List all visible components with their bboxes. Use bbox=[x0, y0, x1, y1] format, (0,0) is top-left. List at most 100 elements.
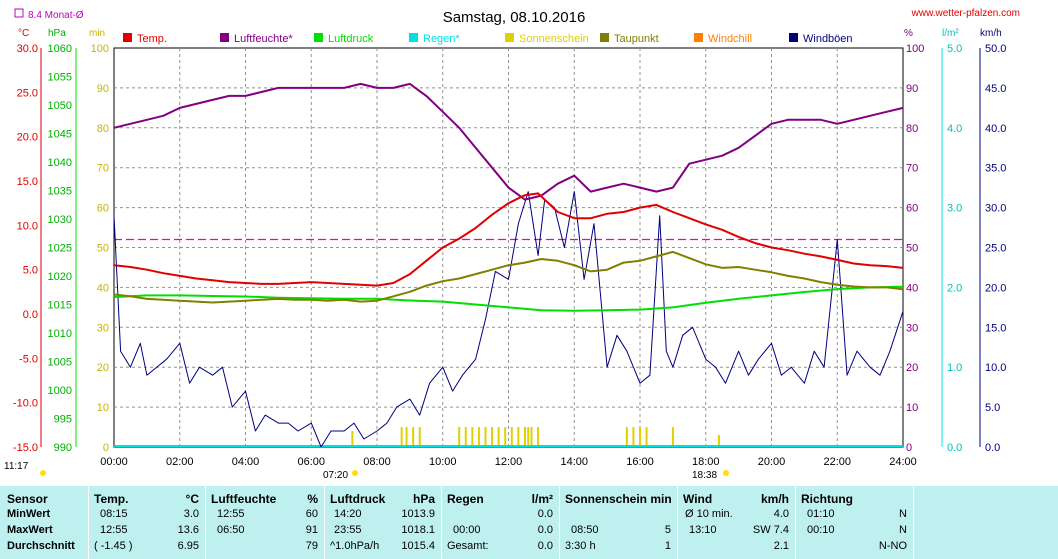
sun-total-duration: 3:30 h bbox=[565, 540, 596, 552]
legend-label: Luftdruck bbox=[328, 33, 374, 45]
temp-axis-tick: 0.0 bbox=[23, 309, 38, 321]
legend-swatch bbox=[505, 33, 514, 42]
sunrise-icon bbox=[352, 470, 358, 476]
temp-axis-tick: -15.0 bbox=[13, 442, 38, 454]
rain-max-time: 00:00 bbox=[453, 524, 481, 536]
header-direction: Richtung bbox=[801, 492, 853, 506]
col-sunshine: Sonnenschein min 08:50 5 3:30 h 1 bbox=[559, 486, 678, 559]
legend-swatch bbox=[600, 33, 609, 42]
rain-axis-tick: 1.0 bbox=[947, 362, 962, 374]
sun-axis-tick: 100 bbox=[91, 43, 109, 55]
header-rain: Regen bbox=[447, 492, 484, 506]
temp-axis-tick: 15.0 bbox=[17, 176, 38, 188]
month-avg-legend-marker bbox=[14, 8, 24, 18]
time-axis-tick: 06:00 bbox=[297, 456, 325, 468]
sunshine-bar bbox=[477, 427, 480, 447]
sunshine-bar bbox=[484, 427, 487, 447]
pressure-axis-tick: 1000 bbox=[48, 385, 72, 397]
sun-axis-tick: 30 bbox=[97, 322, 109, 334]
wind-axis-tick: 10.0 bbox=[985, 362, 1006, 374]
header-sunshine: Sonnenschein min bbox=[565, 492, 672, 506]
legend-swatch bbox=[123, 33, 132, 42]
temp-axis-tick: 5.0 bbox=[23, 265, 38, 277]
humidity-axis-tick: 100 bbox=[906, 43, 924, 55]
legend-label: Sonnenschein bbox=[519, 33, 589, 45]
rain-axis-tick: 5.0 bbox=[947, 43, 962, 55]
temp-axis-tick: -10.0 bbox=[13, 398, 38, 410]
pressure-axis-tick: 1015 bbox=[48, 300, 72, 312]
temp-avg-value: 6.95 bbox=[177, 540, 199, 552]
sunshine-bar bbox=[645, 427, 648, 447]
axes: 30.0 25.0 20.0 15.0 10.0 5.0 0.0 -5.0 -10.0 -15.0… bbox=[13, 28, 1007, 468]
header-pressure: Luftdruck bbox=[330, 492, 386, 506]
time-axis-tick: 12:00 bbox=[495, 456, 523, 468]
sun-axis-tick: 80 bbox=[97, 123, 109, 135]
humidity-axis-tick: 0 bbox=[906, 442, 912, 454]
sunshine-bar bbox=[523, 427, 526, 447]
sunset-time: 18:38 bbox=[692, 470, 717, 481]
press-max-value: 1018.1 bbox=[401, 524, 435, 536]
series-wind-gusts bbox=[113, 191, 904, 448]
humidity-axis-tick: 10 bbox=[906, 402, 918, 414]
pressure-axis-tick: 1055 bbox=[48, 72, 72, 84]
hum-min-time: 12:55 bbox=[217, 508, 245, 520]
header-sensor: Sensor bbox=[7, 492, 48, 506]
dir-max-time: 00:10 bbox=[807, 524, 835, 536]
sunshine-bar bbox=[527, 427, 530, 447]
temp-unit-label: °C bbox=[18, 28, 29, 39]
sun-axis-tick: 70 bbox=[97, 163, 109, 175]
sunshine-bar bbox=[717, 435, 720, 447]
temp-windchill-avg: ( -1.45 ) bbox=[94, 540, 133, 552]
time-axis-tick: 00:00 bbox=[100, 456, 128, 468]
temp-axis-tick: 25.0 bbox=[17, 87, 38, 99]
wind-avg10-value: 4.0 bbox=[773, 508, 789, 520]
series-lines bbox=[113, 82, 904, 448]
chart-title: Samstag, 08.10.2016 bbox=[443, 9, 586, 26]
pressure-axis-tick: 1025 bbox=[48, 243, 72, 255]
series-pressure bbox=[113, 285, 904, 312]
wind-axis-tick: 30.0 bbox=[985, 203, 1006, 215]
sun-axis-tick: 40 bbox=[97, 282, 109, 294]
pressure-axis-tick: 1010 bbox=[48, 328, 72, 340]
sun-max-time: 08:50 bbox=[571, 524, 599, 536]
pressure-axis-tick: 1030 bbox=[48, 214, 72, 226]
col-rain: Regen l/m² 0.0 00:00 0.0 Gesamt: 0.0 bbox=[441, 486, 560, 559]
temp-max-value: 13.6 bbox=[177, 524, 199, 536]
series-temperature bbox=[113, 192, 904, 287]
sunrise-time: 07:20 bbox=[323, 470, 348, 481]
humidity-axis-tick: 80 bbox=[906, 123, 918, 135]
sunshine-bar bbox=[418, 427, 421, 447]
temp-axis-tick: 20.0 bbox=[17, 132, 38, 144]
sunshine-bar bbox=[632, 427, 635, 447]
wind-axis-tick: 45.0 bbox=[985, 83, 1006, 95]
dir-dominant: N-NO bbox=[878, 540, 907, 552]
pressure-axis-tick: 1020 bbox=[48, 271, 72, 283]
humidity-unit-label: % bbox=[904, 28, 913, 39]
summary-table: Sensor MinWert MaxWert Durchschnitt Temp… bbox=[0, 486, 1058, 559]
sunshine-bar bbox=[517, 427, 520, 447]
humidity-axis-tick: 90 bbox=[906, 83, 918, 95]
sun-max-value: 5 bbox=[664, 524, 671, 536]
sunshine-bar bbox=[464, 427, 467, 447]
dir-min-value: N bbox=[899, 508, 907, 520]
sunshine-bars bbox=[351, 427, 720, 447]
pressure-axis-tick: 1035 bbox=[48, 186, 72, 198]
sun-icon bbox=[40, 470, 46, 476]
header-wind-unit: km/h bbox=[760, 492, 789, 506]
header-temp-unit: °C bbox=[185, 492, 199, 506]
wind-axis-tick: 5.0 bbox=[985, 402, 1000, 414]
sun-axis-tick: 50 bbox=[97, 243, 109, 255]
month-avg-label: 8.4 Monat-Ø bbox=[28, 10, 84, 21]
col-wind: Wind km/h Ø 10 min. 4.0 13:10 SW 7.4 2.1 bbox=[677, 486, 796, 559]
wind-avg-label: Ø 10 min. bbox=[685, 508, 733, 520]
sunshine-bar bbox=[400, 427, 403, 447]
col-direction: Richtung 01:10 N 00:10 N N-NO bbox=[795, 486, 914, 559]
col-temp: Temp. °C 08:15 3.0 12:55 13.6 ( -1.45 ) … bbox=[88, 486, 206, 559]
row-label-min: MinWert bbox=[7, 508, 51, 520]
series-humidity bbox=[113, 82, 904, 201]
humidity-axis-tick: 50 bbox=[906, 243, 918, 255]
pressure-axis-tick: 1005 bbox=[48, 357, 72, 369]
website-label: www.wetter-pfalzen.com bbox=[911, 8, 1020, 19]
sun-axis-tick: 10 bbox=[97, 402, 109, 414]
sunshine-bar bbox=[530, 427, 533, 447]
